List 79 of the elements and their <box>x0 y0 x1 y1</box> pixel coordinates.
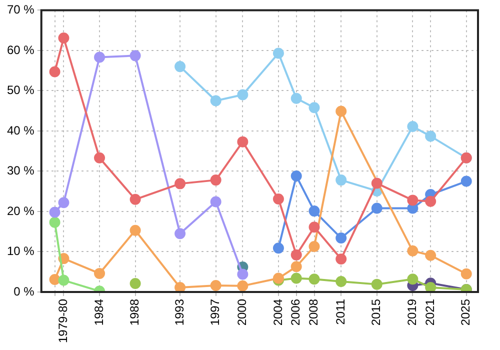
point <box>130 50 141 62</box>
point <box>272 242 284 254</box>
x-tick-label: 1993 <box>172 298 186 326</box>
point <box>407 245 418 256</box>
x-tick-label: 2021 <box>422 298 437 326</box>
point <box>308 274 320 285</box>
point <box>174 178 186 190</box>
point <box>407 121 418 132</box>
x-tick-label: 1997 <box>208 298 222 326</box>
x-tick-label: 1979-80 <box>56 298 70 344</box>
y-tick-label: 60 % <box>6 42 35 57</box>
x-tick-label: 1988 <box>128 298 142 326</box>
point <box>371 278 382 290</box>
point <box>58 32 70 44</box>
point <box>308 222 320 233</box>
point <box>174 282 186 292</box>
point <box>425 130 436 142</box>
point <box>290 249 302 260</box>
x-tick-label: 2019 <box>404 298 419 326</box>
point <box>58 274 70 286</box>
point <box>425 282 436 292</box>
point <box>49 216 60 228</box>
point <box>94 268 106 279</box>
x-tick-label: 2008 <box>306 298 321 326</box>
point <box>49 274 60 285</box>
point <box>272 48 284 59</box>
point <box>49 66 60 78</box>
point <box>371 178 382 189</box>
point <box>237 280 248 292</box>
point <box>237 89 248 100</box>
y-tick-label: 70 % <box>6 2 35 17</box>
point <box>130 194 141 205</box>
point <box>336 232 347 244</box>
point <box>407 274 418 285</box>
y-tick-label: 50 % <box>6 83 35 98</box>
point <box>174 228 186 240</box>
point <box>308 240 320 252</box>
point <box>210 95 222 106</box>
y-tick-label: 20 % <box>6 204 35 218</box>
y-tick-label: 0 % <box>14 284 35 298</box>
point <box>290 92 302 104</box>
point <box>336 106 347 117</box>
x-tick-label: 2004 <box>270 298 285 326</box>
x-tick-label: 2000 <box>234 298 249 326</box>
y-tick-label: 40 % <box>6 123 35 138</box>
point <box>210 280 222 292</box>
point <box>174 61 186 72</box>
point <box>407 194 418 206</box>
point <box>237 268 248 280</box>
point <box>130 278 141 290</box>
point <box>237 136 248 148</box>
point <box>308 102 320 114</box>
y-tick-label: 30 % <box>6 164 35 178</box>
point <box>210 174 222 186</box>
x-tick-label: 1984 <box>92 298 106 326</box>
point <box>94 152 106 164</box>
point <box>58 197 70 208</box>
point <box>336 174 347 186</box>
point <box>460 268 472 280</box>
point <box>94 52 106 63</box>
point <box>290 261 302 272</box>
x-tick-label: 2015 <box>369 298 384 326</box>
point <box>425 196 436 207</box>
point <box>210 196 222 208</box>
point <box>290 272 302 284</box>
x-tick-label: 2006 <box>288 298 303 326</box>
point <box>130 224 141 236</box>
point <box>425 250 436 261</box>
x-tick-label: 2011 <box>333 298 348 325</box>
x-tick-label: 2025 <box>458 298 473 326</box>
point <box>336 276 347 287</box>
point <box>308 206 320 217</box>
point <box>290 170 302 182</box>
y-tick-label: 10 % <box>6 244 35 258</box>
point <box>371 202 382 214</box>
point <box>49 206 60 218</box>
point <box>336 253 347 264</box>
point <box>460 176 472 187</box>
point <box>272 193 284 204</box>
